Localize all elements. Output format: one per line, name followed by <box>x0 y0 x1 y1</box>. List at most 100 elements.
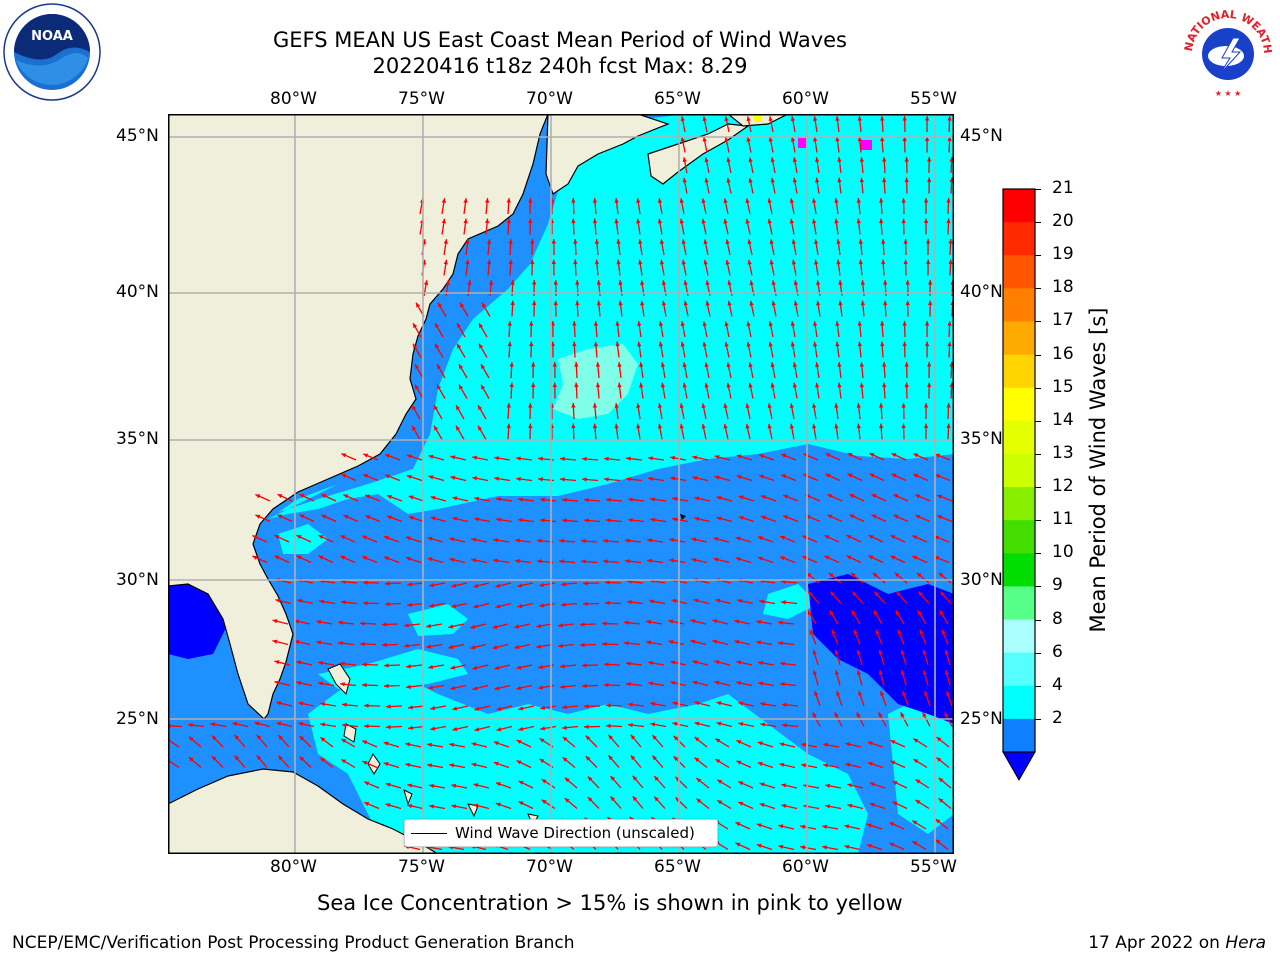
wind-wave-arrow-head <box>650 701 656 707</box>
wind-wave-arrow-head <box>494 665 500 670</box>
wind-wave-arrow-head <box>211 756 217 761</box>
wind-wave-arrow-head <box>838 280 843 285</box>
wind-wave-arrow-head <box>812 198 817 204</box>
wind-wave-arrow-head <box>551 239 556 244</box>
wind-wave-arrow-head <box>694 721 700 726</box>
wind-wave-arrow-head <box>473 604 479 609</box>
wind-wave-arrow-head <box>234 734 240 740</box>
wind-wave-arrow-head <box>738 516 744 521</box>
wind-wave-arrow-head <box>704 177 709 183</box>
wind-wave-arrow-head <box>793 300 799 306</box>
wind-wave-arrow-head <box>614 198 619 203</box>
wind-wave-arrow-head <box>813 136 818 142</box>
wind-wave-arrow-head <box>680 321 685 327</box>
wind-wave-arrow-head <box>716 495 722 501</box>
wind-wave-arrow-head <box>669 537 675 543</box>
wind-wave-arrow-head <box>573 259 578 265</box>
wind-wave-arrow-head <box>188 736 194 742</box>
colorbar-band <box>1003 520 1035 554</box>
lon-label-bottom-4: 65°W <box>654 857 701 877</box>
wind-wave-arrow-head <box>451 783 457 788</box>
lat-label-right-4: 30°N <box>960 570 1003 590</box>
wind-wave-arrow-head <box>704 362 709 368</box>
wind-wave-arrow-head <box>745 218 750 224</box>
wind-wave-arrow-head <box>384 453 390 459</box>
wind-wave-arrow-head <box>829 610 834 616</box>
wind-wave-arrow-head <box>636 218 641 224</box>
wind-wave-arrow-head <box>835 116 840 121</box>
wind-wave-arrow-head <box>363 600 368 606</box>
wind-wave-arrow-head <box>746 341 751 347</box>
wind-wave-arrow-head <box>427 763 433 768</box>
wind-wave-arrow-head <box>838 300 843 306</box>
wind-wave-arrow-head <box>944 670 950 675</box>
wind-wave-arrow-head <box>760 515 766 520</box>
wind-wave-arrow-head <box>604 682 609 688</box>
wind-wave-arrow-head <box>922 712 927 718</box>
wind-wave-arrow-head <box>553 280 558 285</box>
wind-wave-arrow-head <box>518 497 523 502</box>
wind-wave-arrow-head <box>506 403 511 408</box>
wind-wave-arrow-head <box>778 620 783 625</box>
wind-wave-arrow-head <box>382 622 387 627</box>
lon-label-top-1: 80°W <box>270 89 317 109</box>
wind-wave-arrow-head <box>815 382 820 388</box>
colorbar-tick-label: 9 <box>1052 575 1063 596</box>
noaa-logo: NOAA <box>2 2 102 102</box>
wind-wave-arrow-head <box>724 116 729 122</box>
wind-wave-arrow-head <box>938 777 944 783</box>
wind-wave-arrow-head <box>413 323 418 329</box>
wind-wave-arrow-head <box>604 477 609 482</box>
wind-wave-arrow-head <box>530 259 535 265</box>
wind-wave-arrow-head <box>615 341 620 347</box>
wind-wave-arrow-head <box>857 116 862 121</box>
wind-wave-arrow-head <box>338 641 343 646</box>
wind-wave-arrow-head <box>496 727 502 732</box>
lat-label-left-1: 45°N <box>116 126 159 146</box>
wind-wave-arrow-head <box>670 660 676 665</box>
wind-wave-arrow-head <box>736 660 742 665</box>
wind-wave-arrow-head <box>790 136 796 142</box>
wind-wave-arrow-head <box>574 362 579 367</box>
wind-wave-arrow-head <box>904 157 909 162</box>
wind-wave-arrow-head <box>770 177 775 183</box>
colorbar-tick <box>1035 354 1041 356</box>
wind-wave-arrow-head <box>479 323 484 329</box>
wind-wave-arrow-head <box>413 343 418 349</box>
wind-wave-arrow-head <box>792 382 798 388</box>
wind-wave-arrow-head <box>360 641 365 647</box>
wind-wave-arrow-head <box>618 280 623 285</box>
wind-wave-arrow-head <box>779 762 785 768</box>
wind-wave-arrow-head <box>924 136 930 142</box>
wind-wave-arrow-head <box>858 239 864 244</box>
wind-wave-arrow-head <box>881 239 886 244</box>
wind-wave-arrow-head <box>846 555 852 560</box>
wind-wave-arrow-head <box>340 535 346 540</box>
wind-wave-arrow-head <box>859 382 865 388</box>
lat-label-left-3: 35°N <box>116 429 159 449</box>
wind-wave-arrow-head <box>705 300 710 306</box>
wind-wave-arrow-head <box>657 218 663 224</box>
wind-wave-arrow-head <box>494 686 500 691</box>
wind-wave-arrow-head <box>745 403 750 409</box>
wind-wave-arrow-head <box>593 341 599 347</box>
wind-wave-arrow-head <box>680 341 685 347</box>
wind-wave-arrow-head <box>582 456 587 462</box>
wind-wave-arrow-head <box>882 382 887 388</box>
wind-wave-arrow-head <box>382 642 387 648</box>
wind-wave-arrow-head <box>639 382 644 388</box>
wind-wave-arrow-head <box>890 740 896 745</box>
wind-wave-arrow-head <box>670 680 676 686</box>
wind-wave-arrow-head <box>471 742 477 747</box>
wind-wave-arrow-head <box>856 218 861 224</box>
wind-wave-arrow-head <box>594 239 600 244</box>
wind-wave-arrow-head <box>451 603 457 609</box>
wind-wave-arrow-head <box>571 423 576 429</box>
wind-wave-arrow-head <box>734 619 740 624</box>
wind-wave-arrow-head <box>277 494 283 499</box>
wind-wave-arrow-head <box>465 239 470 244</box>
wind-wave-arrow-head <box>771 300 776 306</box>
wind-wave-arrow-head <box>592 218 598 224</box>
wind-wave-arrow-head <box>734 639 740 645</box>
wind-wave-arrow-head <box>808 591 814 597</box>
